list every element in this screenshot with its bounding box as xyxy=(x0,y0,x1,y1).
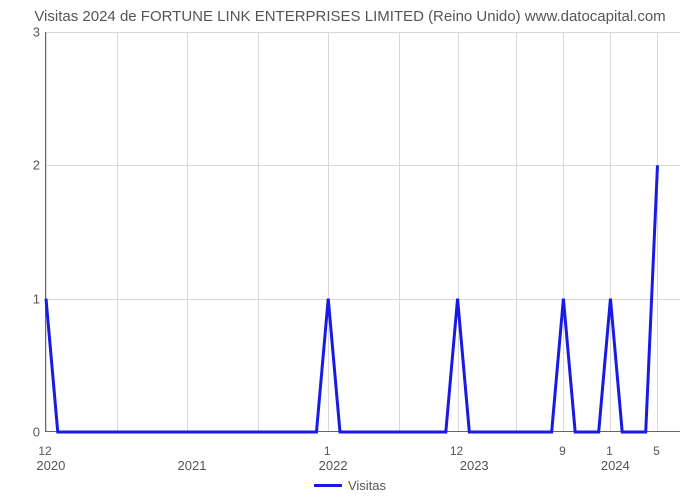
x-tick-year-label: 2021 xyxy=(178,458,207,473)
legend: Visitas xyxy=(314,478,386,493)
x-tick-year-label: 2024 xyxy=(601,458,630,473)
legend-label: Visitas xyxy=(348,478,386,493)
y-tick-label: 3 xyxy=(10,25,40,40)
x-tick-month-label: 5 xyxy=(653,444,660,458)
plot-area xyxy=(45,32,680,432)
y-tick-label: 0 xyxy=(10,425,40,440)
x-tick-year-label: 2022 xyxy=(319,458,348,473)
y-tick-label: 1 xyxy=(10,291,40,306)
legend-swatch xyxy=(314,484,342,487)
x-tick-month-label: 9 xyxy=(559,444,566,458)
x-tick-year-label: 2023 xyxy=(460,458,489,473)
x-tick-year-label: 2020 xyxy=(36,458,65,473)
y-tick-label: 2 xyxy=(10,158,40,173)
x-tick-month-label: 12 xyxy=(450,444,463,458)
chart-title: Visitas 2024 de FORTUNE LINK ENTERPRISES… xyxy=(0,0,700,25)
line-series xyxy=(46,32,680,431)
chart-container: Visitas 2024 de FORTUNE LINK ENTERPRISES… xyxy=(0,0,700,500)
x-tick-month-label: 1 xyxy=(324,444,331,458)
x-tick-month-label: 1 xyxy=(606,444,613,458)
x-tick-month-label: 12 xyxy=(38,444,51,458)
